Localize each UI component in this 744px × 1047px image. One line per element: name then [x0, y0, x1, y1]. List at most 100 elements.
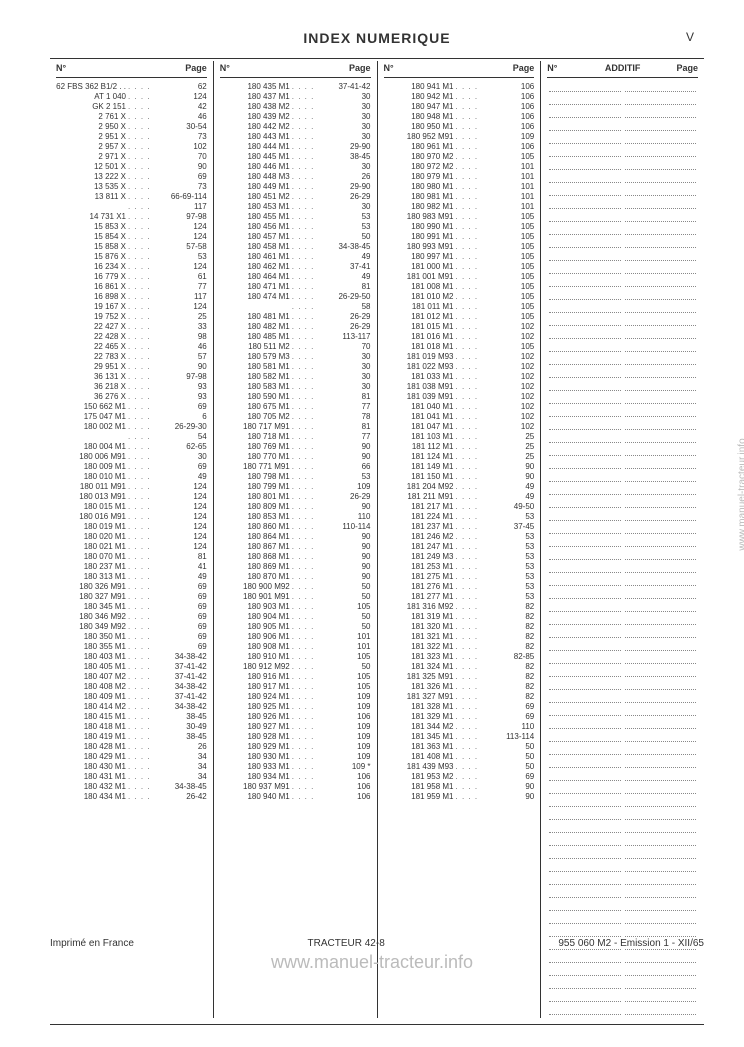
index-row: 180 947 M1 . . . . 106 — [384, 102, 535, 112]
index-row: 181 275 M1 . . . . 53 — [384, 572, 535, 582]
index-row: 180 940 M1 . . . . 106 — [220, 792, 371, 802]
index-row: 180 801 M1 . . . . 26-29 — [220, 492, 371, 502]
index-row: 180 430 M1 . . . . 34 — [56, 762, 207, 772]
index-row: 180 432 M1 . . . . 34-38-45 — [56, 782, 207, 792]
index-row: 180 011 M91 . . . . 124 — [56, 482, 207, 492]
index-row: 180 983 M91 . . . . 105 — [384, 212, 535, 222]
index-row: 180 346 M92 . . . . 69 — [56, 612, 207, 622]
index-row: 180 449 M1 . . . . 29-90 — [220, 182, 371, 192]
index-row: 180 970 M2 . . . . 105 — [384, 152, 535, 162]
index-row: 180 355 M1 . . . . 69 — [56, 642, 207, 652]
index-row: 15 853 X . . . . 124 — [56, 222, 207, 232]
index-row: 36 218 X . . . . 93 — [56, 382, 207, 392]
index-row: 180 853 M1 . . . . 110 — [220, 512, 371, 522]
index-row: 180 013 M91 . . . . 124 — [56, 492, 207, 502]
col-header-no: N° — [220, 63, 230, 73]
index-row: 181 211 M91 . . . . 49 — [384, 492, 535, 502]
index-row: 181 329 M1 . . . . 69 — [384, 712, 535, 722]
additif-blank-row — [547, 277, 698, 290]
col-header-page: Page — [185, 63, 207, 73]
additif-blank-row — [547, 992, 698, 1005]
additif-blank-row — [547, 290, 698, 303]
index-row: 181 276 M1 . . . . 53 — [384, 582, 535, 592]
additif-blank-row — [547, 303, 698, 316]
index-row: 181 010 M2 . . . . 105 — [384, 292, 535, 302]
additif-blank-row — [547, 615, 698, 628]
index-row: 180 444 M1 . . . . 29-90 — [220, 142, 371, 152]
index-row: 16 861 X . . . . 77 — [56, 282, 207, 292]
index-row: 181 041 M1 . . . . 102 — [384, 412, 535, 422]
index-row: 180 926 M1 . . . . 106 — [220, 712, 371, 722]
index-row: 180 464 M1 . . . . 49 — [220, 272, 371, 282]
index-row: 180 237 M1 . . . . 41 — [56, 562, 207, 572]
index-row: 181 204 M92 . . . . 49 — [384, 482, 535, 492]
index-row: 181 047 M1 . . . . 102 — [384, 422, 535, 432]
index-row: 180 675 M1 . . . . 77 — [220, 402, 371, 412]
additif-blank-row — [547, 381, 698, 394]
index-row: 181 033 M1 . . . . 102 — [384, 372, 535, 382]
index-row: 180 021 M1 . . . . 124 — [56, 542, 207, 552]
index-row: 181 000 M1 . . . . 105 — [384, 262, 535, 272]
additif-blank-row — [547, 771, 698, 784]
index-row: 13 535 X . . . . 73 — [56, 182, 207, 192]
index-row: 180 900 M92 . . . . 50 — [220, 582, 371, 592]
additif-blank-row — [547, 563, 698, 576]
page-footer: Imprimé en France TRACTEUR 42-8 955 060 … — [50, 938, 704, 949]
index-row: 180 511 M2 . . . . 70 — [220, 342, 371, 352]
index-row: 180 435 M1 . . . . 37-41-42 — [220, 82, 371, 92]
index-row: 180 769 M1 . . . . 90 — [220, 442, 371, 452]
additif-blank-row — [547, 875, 698, 888]
index-row: GK 2 151 . . . . 42 — [56, 102, 207, 112]
additif-blank-row — [547, 264, 698, 277]
index-row: 180 867 M1 . . . . 90 — [220, 542, 371, 552]
index-row: 180 445 M1 . . . . 38-45 — [220, 152, 371, 162]
index-row: 2 951 X . . . . 73 — [56, 132, 207, 142]
index-row: 150 662 M1 . . . . 69 — [56, 402, 207, 412]
index-row: 181 344 M2 . . . . 110 — [384, 722, 535, 732]
additif-blank-row — [547, 446, 698, 459]
index-row: 180 718 M1 . . . . 77 — [220, 432, 371, 442]
index-row: 2 957 X . . . . 102 — [56, 142, 207, 152]
index-row: 181 011 M1 . . . . 105 — [384, 302, 535, 312]
index-row: 36 276 X . . . . 93 — [56, 392, 207, 402]
index-row: 22 783 X . . . . 57 — [56, 352, 207, 362]
index-row: 62 FBS 362 B1/2 . . . . . . 62 — [56, 82, 207, 92]
additif-blank-row — [547, 576, 698, 589]
additif-blank-row — [547, 355, 698, 368]
index-row: 180 770 M1 . . . . 90 — [220, 452, 371, 462]
index-row: 180 461 M1 . . . . 49 — [220, 252, 371, 262]
index-row: 180 917 M1 . . . . 105 — [220, 682, 371, 692]
index-row: 180 431 M1 . . . . 34 — [56, 772, 207, 782]
column-3: N° Page 180 941 M1 . . . . 106180 942 M1… — [378, 61, 542, 1018]
additif-blank-row — [547, 901, 698, 914]
additif-blank-row — [547, 732, 698, 745]
index-row: 180 313 M1 . . . . 49 — [56, 572, 207, 582]
index-row: 181 439 M93 . . . . 50 — [384, 762, 535, 772]
additif-blank-row — [547, 836, 698, 849]
additif-blank-row — [547, 498, 698, 511]
index-row: 180 019 M1 . . . . 124 — [56, 522, 207, 532]
index-row: 180 482 M1 . . . . 26-29 — [220, 322, 371, 332]
index-row: 180 407 M2 . . . . 37-41-42 — [56, 672, 207, 682]
index-row: 180 419 M1 . . . . 38-45 — [56, 732, 207, 742]
additif-blank-row — [547, 108, 698, 121]
index-row: 180 771 M91 . . . . 66 — [220, 462, 371, 472]
index-row: 180 997 M1 . . . . 105 — [384, 252, 535, 262]
additif-blank-row — [547, 394, 698, 407]
index-row: 22 427 X . . . . 33 — [56, 322, 207, 332]
index-row: 180 471 M1 . . . . 81 — [220, 282, 371, 292]
index-row: 175 047 M1 . . . . 6 — [56, 412, 207, 422]
additif-blank-row — [547, 602, 698, 615]
index-row: 180 934 M1 . . . . 106 — [220, 772, 371, 782]
index-row: 180 799 M1 . . . . 109 — [220, 482, 371, 492]
index-row: 180 990 M1 . . . . 105 — [384, 222, 535, 232]
index-row: 180 916 M1 . . . . 105 — [220, 672, 371, 682]
additif-blank-row — [547, 641, 698, 654]
index-row: 180 016 M91 . . . . 124 — [56, 512, 207, 522]
index-row: 180 980 M1 . . . . 101 — [384, 182, 535, 192]
index-row: 181 345 M1 . . . . 113-114 — [384, 732, 535, 742]
index-row: 180 345 M1 . . . . 69 — [56, 602, 207, 612]
index-row: 180 979 M1 . . . . 101 — [384, 172, 535, 182]
index-row: 180 350 M1 . . . . 69 — [56, 632, 207, 642]
index-row: 181 019 M93 . . . . 102 — [384, 352, 535, 362]
